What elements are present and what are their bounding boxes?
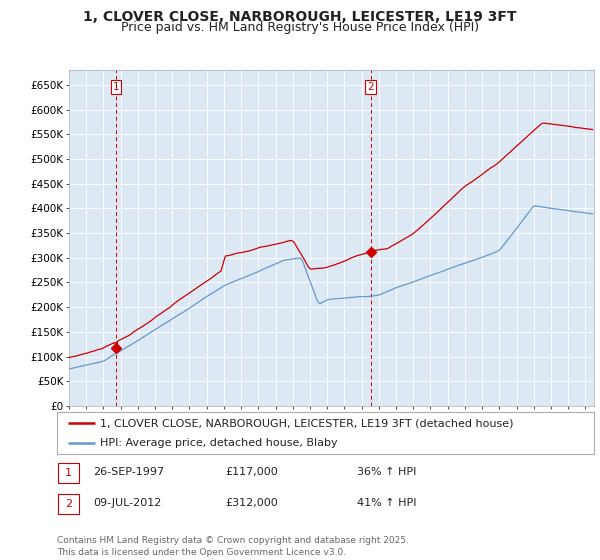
Text: Price paid vs. HM Land Registry's House Price Index (HPI): Price paid vs. HM Land Registry's House … <box>121 21 479 34</box>
FancyBboxPatch shape <box>58 494 79 514</box>
Text: Contains HM Land Registry data © Crown copyright and database right 2025.
This d: Contains HM Land Registry data © Crown c… <box>57 536 409 557</box>
FancyBboxPatch shape <box>57 412 594 454</box>
Text: HPI: Average price, detached house, Blaby: HPI: Average price, detached house, Blab… <box>100 438 338 448</box>
Text: 09-JUL-2012: 09-JUL-2012 <box>93 498 161 508</box>
Text: 1: 1 <box>65 468 72 478</box>
Text: 1, CLOVER CLOSE, NARBOROUGH, LEICESTER, LE19 3FT (detached house): 1, CLOVER CLOSE, NARBOROUGH, LEICESTER, … <box>100 418 514 428</box>
Text: £117,000: £117,000 <box>225 467 278 477</box>
Text: 36% ↑ HPI: 36% ↑ HPI <box>357 467 416 477</box>
FancyBboxPatch shape <box>58 463 79 483</box>
Text: 41% ↑ HPI: 41% ↑ HPI <box>357 498 416 508</box>
Text: 1, CLOVER CLOSE, NARBOROUGH, LEICESTER, LE19 3FT: 1, CLOVER CLOSE, NARBOROUGH, LEICESTER, … <box>83 10 517 24</box>
Text: £312,000: £312,000 <box>225 498 278 508</box>
Text: 2: 2 <box>65 499 72 509</box>
Text: 26-SEP-1997: 26-SEP-1997 <box>93 467 164 477</box>
Text: 2: 2 <box>367 82 374 92</box>
Text: 1: 1 <box>113 82 119 92</box>
